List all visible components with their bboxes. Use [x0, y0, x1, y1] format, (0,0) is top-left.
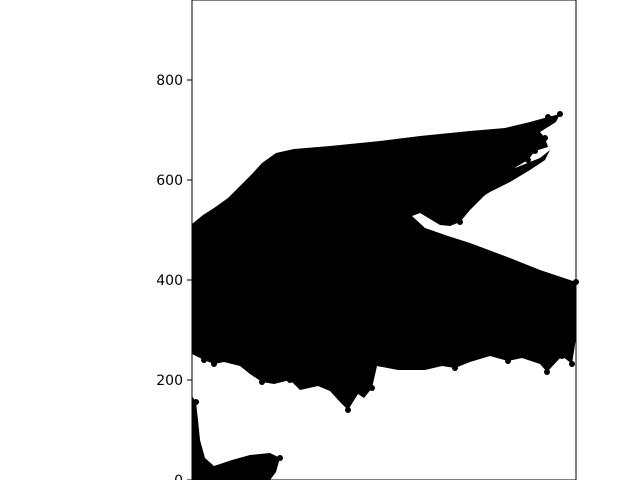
scatter-point — [369, 385, 375, 391]
scatter-point — [505, 358, 511, 364]
scatter-point — [201, 357, 207, 363]
y-axis: 0 200 400 600 800 — [156, 73, 192, 480]
scatter-point — [497, 178, 503, 184]
y-tick-label: 800 — [156, 73, 183, 89]
scatter-point — [532, 148, 538, 154]
scatter-point — [259, 379, 265, 385]
scatter-point — [544, 369, 550, 375]
scatter-point — [287, 377, 293, 383]
silhouette-upper-feathers — [420, 150, 550, 220]
scatter-point — [277, 455, 283, 461]
scatter-point — [193, 399, 199, 405]
y-tick-label: 400 — [156, 273, 183, 289]
scatter-point — [545, 114, 551, 120]
scatter-point — [345, 407, 351, 413]
y-tick-label: 0 — [174, 473, 183, 480]
scatter-point — [542, 135, 548, 141]
silhouette-lower-fragment — [192, 396, 280, 480]
scatter-point — [569, 361, 575, 367]
scatter-point — [559, 353, 565, 359]
scatter-point — [457, 219, 463, 225]
scatter-point — [211, 361, 217, 367]
y-tick-label: 200 — [156, 373, 183, 389]
axes-frame — [191, 0, 577, 480]
scatter-point — [452, 365, 458, 371]
plot-area — [192, 111, 579, 480]
scatter-point — [525, 157, 531, 163]
scatter-point — [557, 111, 563, 117]
y-tick-label: 600 — [156, 173, 183, 189]
scatter-points — [193, 111, 579, 461]
